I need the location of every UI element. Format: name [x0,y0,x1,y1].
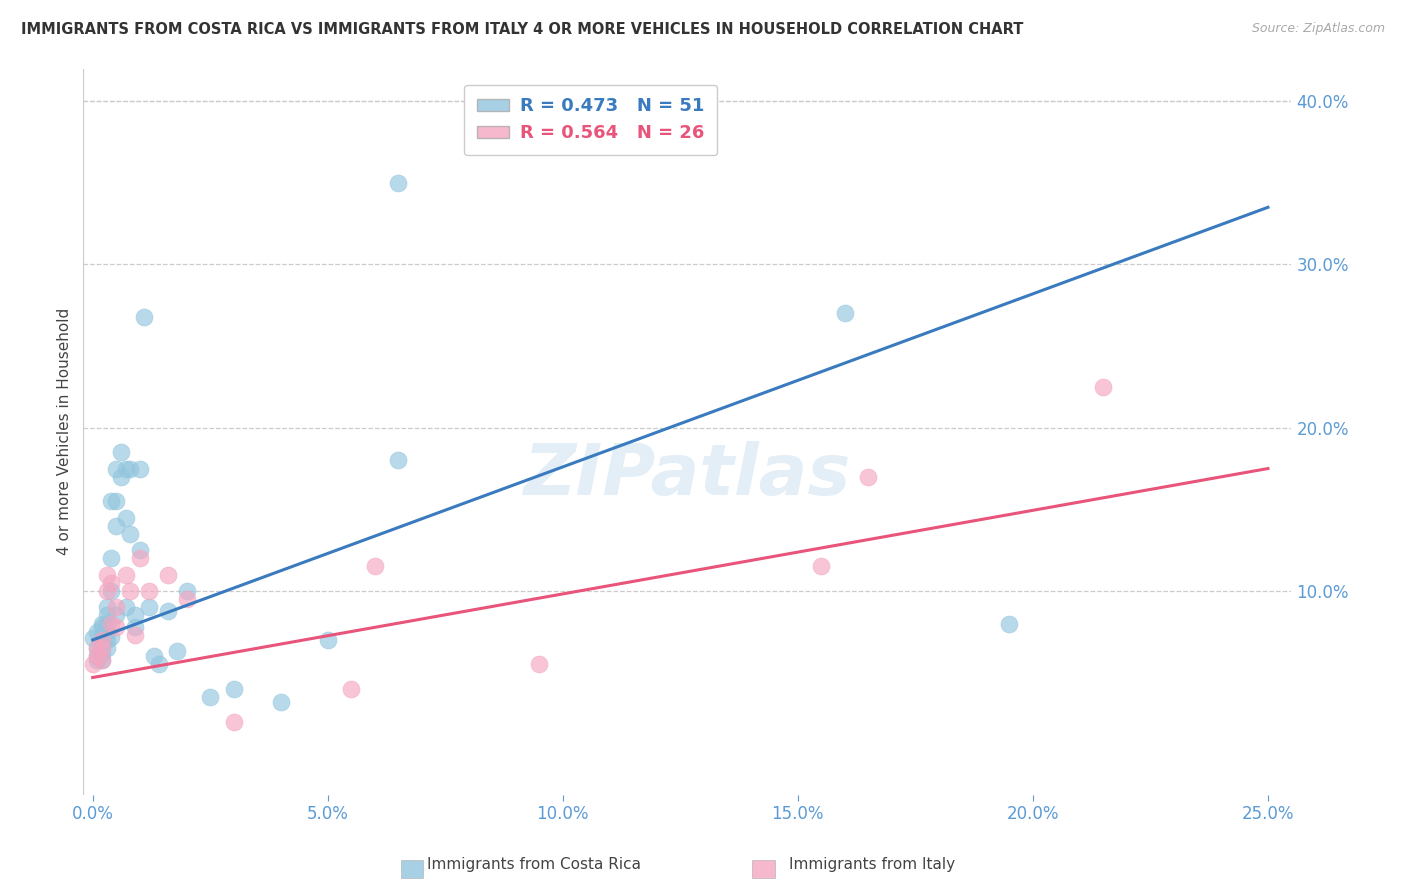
Point [91,641,114,656]
Point [114,510,136,524]
Point [316,632,339,647]
Point [91,652,114,666]
Point [364,559,387,574]
Point [1092,380,1115,394]
Point [82,632,104,646]
Point [110,469,132,483]
Point [96,632,118,647]
Text: Immigrants from Costa Rica: Immigrants from Costa Rica [427,857,641,872]
Point [110,445,132,459]
Point [114,600,136,615]
Point [86,624,108,639]
Point [138,584,160,599]
Point [96,567,118,582]
Point [998,616,1021,631]
Point [96,600,118,615]
Point [86,641,108,656]
Point [96,641,118,656]
Point [86,641,108,656]
Point [387,453,409,467]
Point [200,690,222,705]
Point [124,608,146,623]
Point [176,584,198,599]
Point [124,628,146,642]
Point [105,494,128,508]
Point [100,584,122,599]
Point [100,551,122,566]
Point [120,526,142,541]
Point [82,657,104,672]
Point [105,518,128,533]
Point [86,649,108,664]
Point [142,649,165,664]
Point [105,461,128,475]
Point [105,600,128,615]
Point [91,630,114,644]
Point [387,176,409,190]
Point [96,608,118,623]
Point [134,310,156,324]
Point [91,646,114,660]
Point [270,695,292,709]
Point [148,657,170,672]
Point [222,714,245,729]
Point [96,624,118,639]
Point [128,461,150,475]
Point [810,559,832,574]
Point [91,616,114,631]
Point [834,306,856,320]
Point [529,657,551,672]
Legend: R = 0.473   N = 51, R = 0.564   N = 26: R = 0.473 N = 51, R = 0.564 N = 26 [464,85,717,155]
Point [176,592,198,607]
Point [128,551,150,566]
Point [100,575,122,590]
Point [138,600,160,615]
Text: ZIPatlas: ZIPatlas [523,441,851,510]
Point [105,608,128,623]
Point [340,681,363,696]
Point [91,636,114,650]
Point [86,649,108,664]
Text: Immigrants from Italy: Immigrants from Italy [789,857,955,872]
Point [156,603,179,617]
Point [124,620,146,634]
Point [100,494,122,508]
Point [91,632,114,647]
Point [120,461,142,475]
Point [96,616,118,631]
Text: IMMIGRANTS FROM COSTA RICA VS IMMIGRANTS FROM ITALY 4 OR MORE VEHICLES IN HOUSEH: IMMIGRANTS FROM COSTA RICA VS IMMIGRANTS… [21,22,1024,37]
Point [86,652,108,666]
Point [91,620,114,634]
Point [105,620,128,634]
Y-axis label: 4 or more Vehicles in Household: 4 or more Vehicles in Household [58,308,72,556]
Point [222,681,245,696]
Point [100,616,122,631]
Point [91,652,114,666]
Point [128,543,150,558]
Point [858,469,880,483]
Point [120,584,142,599]
Point [166,644,188,658]
Point [156,567,179,582]
Text: Source: ZipAtlas.com: Source: ZipAtlas.com [1251,22,1385,36]
Point [96,584,118,599]
Point [114,567,136,582]
Point [114,461,136,475]
Point [100,630,122,644]
